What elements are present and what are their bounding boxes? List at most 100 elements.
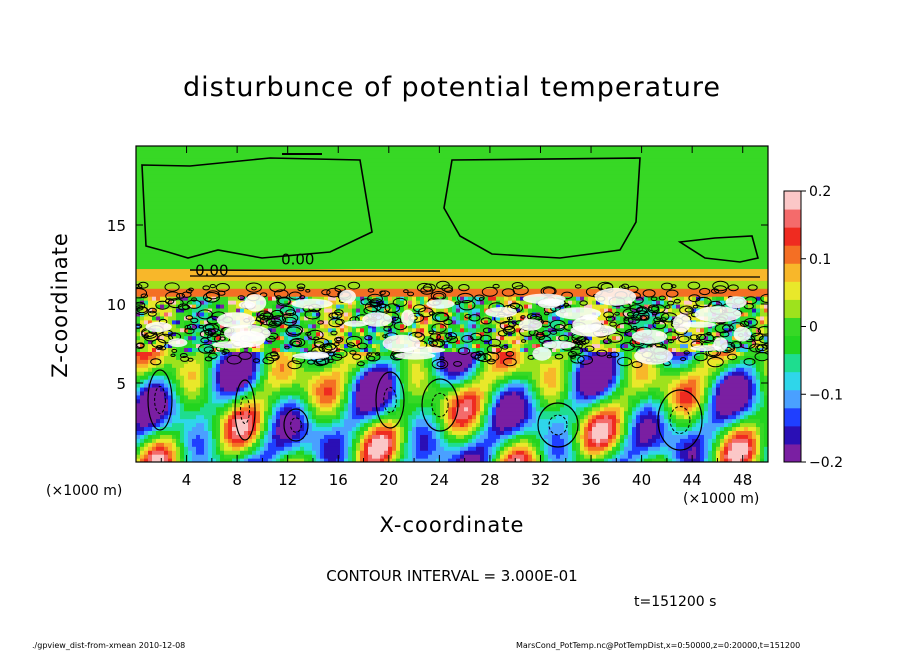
field-cell: [168, 319, 173, 325]
field-cell: [220, 272, 225, 277]
field-cell: [232, 146, 237, 151]
field-cell: [164, 426, 169, 431]
field-cell: [224, 165, 229, 171]
field-cell: [376, 264, 381, 270]
field-cell: [260, 280, 265, 285]
field-cell: [332, 201, 337, 206]
field-cell: [264, 402, 269, 408]
field-cell: [224, 304, 229, 309]
field-cell: [268, 347, 273, 352]
field-cell: [260, 288, 265, 293]
field-cell: [280, 264, 285, 270]
field-cell: [364, 331, 369, 337]
field-cell: [376, 201, 381, 206]
field-cell: [336, 390, 341, 396]
field-cell: [168, 181, 173, 187]
field-cell: [364, 371, 369, 376]
field-cell: [224, 430, 229, 435]
field-cell: [268, 201, 273, 206]
field-cell: [288, 379, 293, 384]
field-cell: [208, 438, 213, 443]
field-cell: [148, 386, 153, 392]
field-cell: [144, 410, 149, 416]
field-cell: [364, 256, 369, 262]
field-cell: [212, 232, 217, 238]
field-cell: [344, 240, 349, 246]
field-cell: [360, 284, 365, 289]
field-cell: [156, 355, 161, 360]
field-cell: [164, 232, 169, 238]
field-cell: [372, 406, 377, 412]
field-cell: [232, 304, 237, 309]
field-cell: [336, 426, 341, 431]
field-cell: [344, 355, 349, 360]
field-cell: [216, 359, 221, 364]
field-cell: [292, 371, 297, 376]
field-cell: [244, 422, 249, 428]
field-cell: [228, 153, 233, 159]
field-cell: [252, 161, 257, 167]
field-cell: [324, 232, 329, 238]
field-cell: [204, 386, 209, 392]
field-cell: [240, 402, 245, 408]
field-cell: [216, 149, 221, 155]
field-cell: [256, 165, 261, 171]
field-cell: [308, 339, 313, 345]
field-cell: [180, 177, 185, 183]
field-cell: [300, 248, 305, 254]
field-cell: [308, 201, 313, 206]
field-cell: [192, 307, 197, 313]
field-cell: [136, 256, 141, 262]
field-cell: [228, 390, 233, 396]
field-cell: [328, 430, 333, 435]
field-cell: [228, 177, 233, 183]
field-cell: [228, 193, 233, 198]
field-cell: [284, 383, 289, 388]
field-cell: [144, 450, 149, 455]
field-cell: [228, 379, 233, 384]
field-cell: [176, 390, 181, 396]
field-cell: [340, 197, 345, 202]
field-cell: [340, 276, 345, 281]
field-cell: [360, 272, 365, 277]
field-cell: [300, 153, 305, 159]
field-cell: [276, 327, 281, 333]
field-cell: [304, 418, 309, 424]
field-cell: [348, 379, 353, 384]
field-cell: [348, 177, 353, 183]
field-cell: [280, 205, 285, 210]
field-cell: [168, 402, 173, 408]
field-cell: [312, 367, 317, 372]
field-cell: [200, 394, 205, 400]
field-cell: [308, 248, 313, 254]
field-cell: [256, 422, 261, 428]
field-cell: [212, 221, 217, 226]
field-cell: [216, 458, 221, 462]
field-cell: [160, 288, 165, 293]
field-cell: [352, 228, 357, 234]
field-cell: [192, 359, 197, 364]
field-cell: [340, 406, 345, 412]
field-cell: [192, 173, 197, 179]
field-cell: [312, 146, 317, 151]
field-cell: [172, 284, 177, 289]
field-cell: [152, 418, 157, 424]
field-cell: [272, 189, 277, 194]
field-cell: [360, 201, 365, 206]
field-cell: [244, 236, 249, 242]
field-cell: [284, 149, 289, 155]
field-cell: [344, 252, 349, 258]
field-cell: [300, 422, 305, 428]
field-cell: [340, 379, 345, 384]
field-cell: [264, 284, 269, 289]
field-cell: [236, 205, 241, 210]
field-cell: [324, 426, 329, 431]
field-cell: [208, 288, 213, 293]
field-cell: [356, 386, 361, 392]
field-cell: [208, 240, 213, 246]
field-cell: [204, 430, 209, 435]
field-cell: [364, 426, 369, 431]
field-cell: [300, 244, 305, 250]
field-cell: [192, 288, 197, 293]
field-cell: [244, 146, 249, 151]
